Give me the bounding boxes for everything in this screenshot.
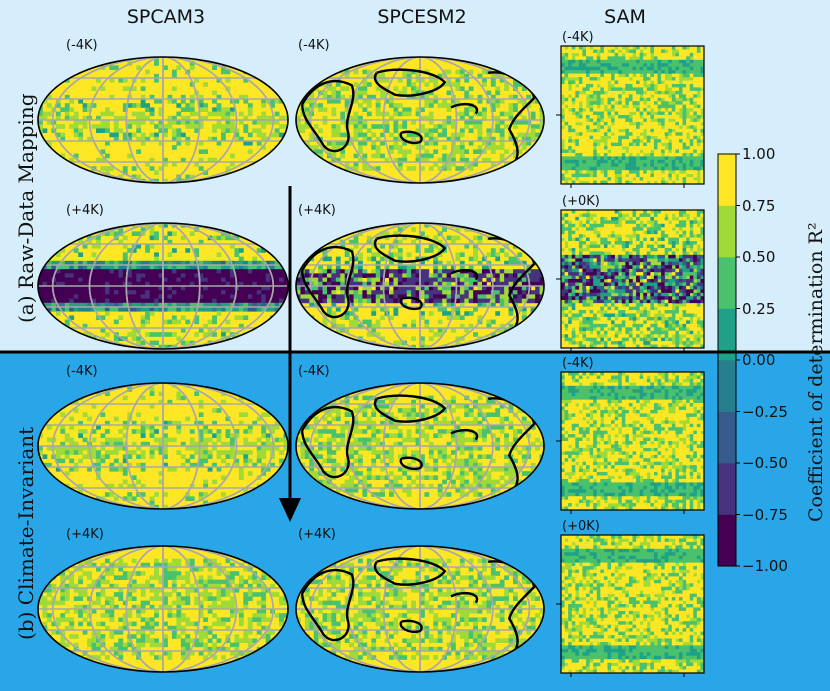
colorbar	[717, 153, 740, 567]
colorbar-tick-label: −0.50	[742, 454, 788, 472]
colorbar-segment	[718, 463, 736, 515]
colorbar-tick-label: 0.50	[742, 248, 776, 266]
panel-label: (-4K)	[66, 38, 98, 53]
panel-label: (+4K)	[298, 527, 336, 542]
colorbar-tick-label: 0.25	[742, 299, 776, 318]
map-panels	[37, 45, 705, 677]
panel-label: (+4K)	[298, 203, 336, 218]
colorbar-segment	[718, 411, 736, 464]
colorbar-tick-label: −0.75	[742, 505, 788, 524]
panel-label: (-4K)	[562, 356, 594, 371]
colorbar-segment	[718, 360, 736, 412]
panel-label: (-4K)	[298, 38, 330, 53]
colorbar-title: Coefficient of determination R²	[805, 222, 827, 522]
panel-label: (+0K)	[562, 519, 600, 534]
map-spcam3-a-minus4k	[37, 56, 289, 184]
column-title-spcesm2: SPCESM2	[377, 6, 467, 28]
column-title-spcam3: SPCAM3	[126, 6, 206, 28]
panel-label: (-4K)	[298, 364, 330, 379]
map-spcesm2-a-plus4k	[295, 222, 545, 350]
map-spcam3-b-minus4k	[37, 382, 289, 510]
colorbar-tick-label: 0.75	[742, 196, 776, 215]
panel-label: (+0K)	[562, 194, 600, 209]
panel-label: (+4K)	[66, 203, 104, 218]
map-sam-a-minus4k	[556, 45, 705, 188]
map-spcesm2-a-minus4k	[295, 56, 545, 184]
colorbar-tick-label: 1.00	[742, 145, 776, 163]
colorbar-tick-label: −0.25	[742, 402, 788, 421]
colorbar-tick-label: 0.00	[742, 351, 776, 369]
map-spcesm2-b-minus4k	[295, 382, 545, 510]
map-sam-b-minus4k	[556, 371, 705, 514]
map-sam-b-plus0k	[556, 534, 705, 677]
colorbar-segment	[718, 205, 736, 258]
panel-label: (-4K)	[562, 30, 594, 45]
colorbar-tick-label: −1.00	[742, 557, 788, 575]
row-label-raw-data-mapping: (a) Raw-Data Mapping	[14, 93, 38, 323]
map-spcam3-a-plus4k	[37, 222, 289, 350]
colorbar-segment	[718, 308, 736, 361]
colorbar-segment	[718, 514, 736, 567]
map-spcesm2-b-plus4k	[295, 545, 545, 673]
map-spcam3-b-plus4k	[37, 545, 289, 673]
column-title-sam: SAM	[604, 6, 646, 28]
panel-label: (-4K)	[66, 364, 98, 379]
colorbar-segment	[718, 257, 736, 309]
panel-label: (+4K)	[66, 527, 104, 542]
row-label-climate-invariant: (b) Climate-Invariant	[14, 426, 38, 640]
map-sam-a-plus0k	[556, 209, 705, 352]
divider-lines	[0, 186, 830, 522]
colorbar-segment	[718, 154, 736, 206]
